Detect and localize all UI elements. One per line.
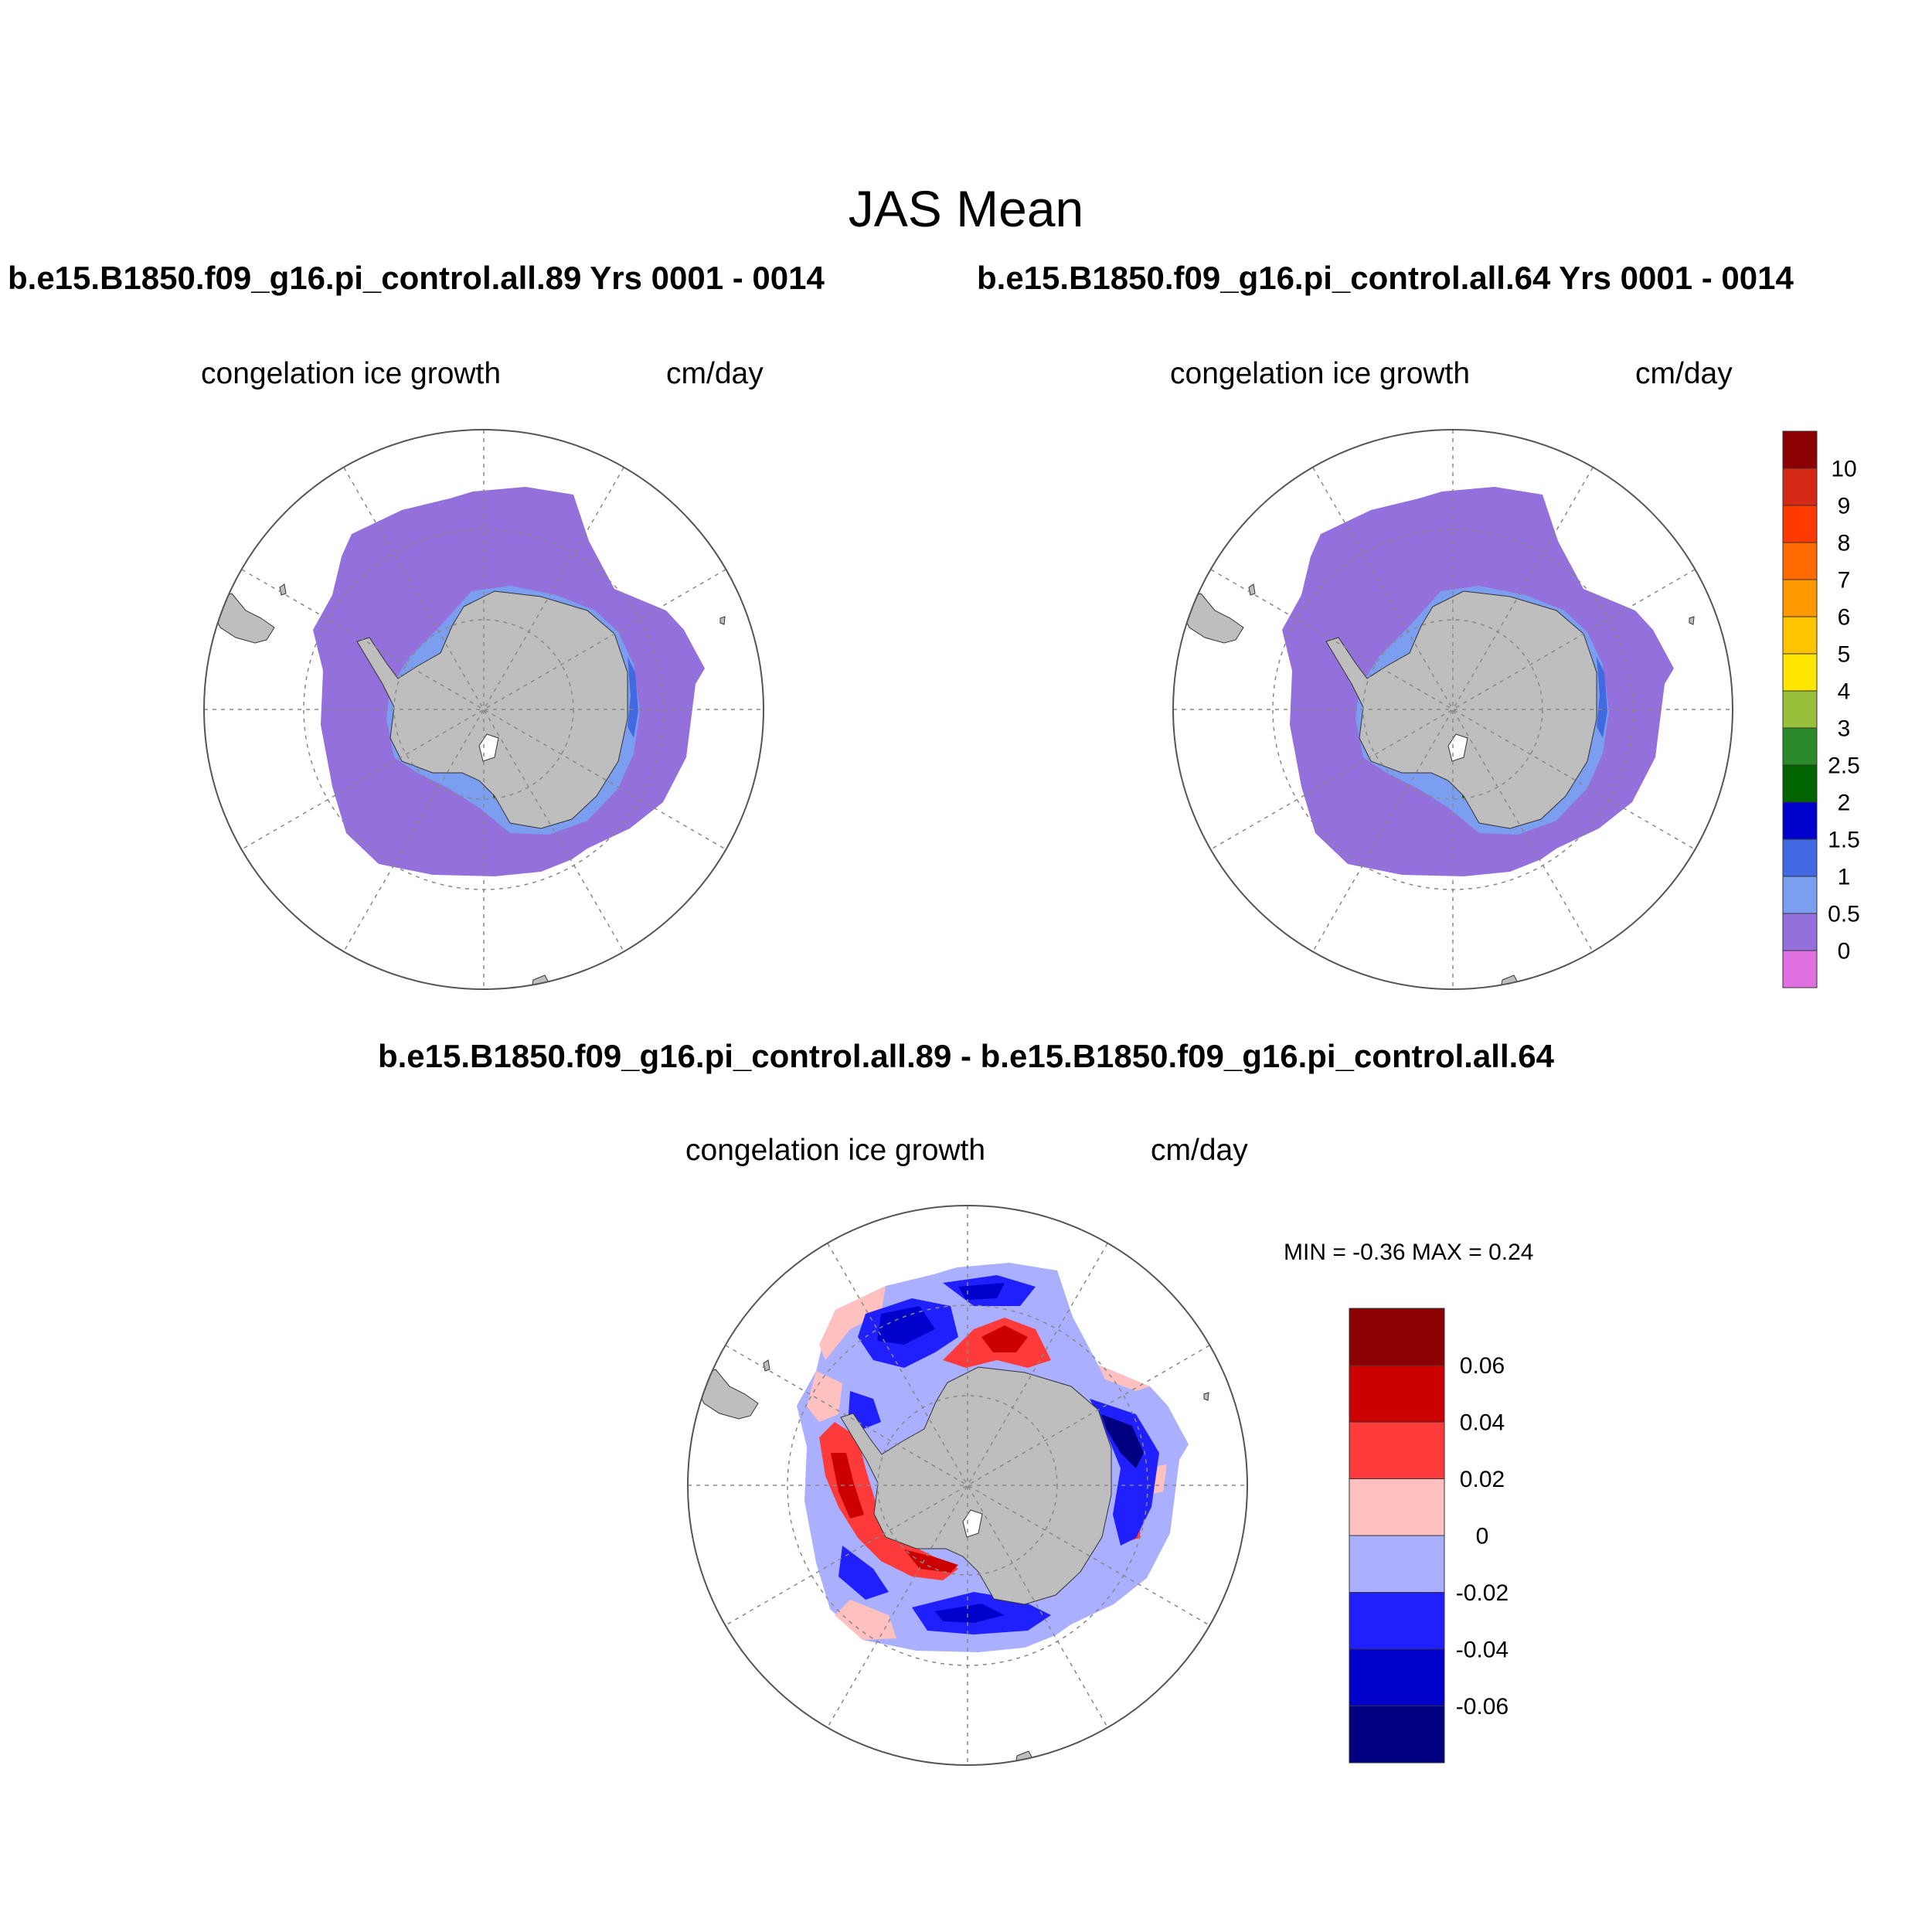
- diff-colorbar-swatch: [1349, 1365, 1445, 1423]
- diff-colorbar-label: -0.06: [1456, 1694, 1509, 1719]
- panel-1-map: [203, 429, 764, 990]
- mean-colorbar-label: 2.5: [1828, 753, 1860, 779]
- panel-3-map-border: [687, 1205, 1248, 1766]
- mean-colorbar-swatch: [1782, 764, 1818, 803]
- mean-colorbar-label: 5: [1838, 642, 1851, 668]
- panel-1-coastal-dark: [628, 657, 638, 738]
- mean-colorbar-label: 3: [1838, 716, 1851, 742]
- mean-colorbar-swatch: [1782, 579, 1818, 617]
- diff-colorbar-swatch: [1349, 1706, 1445, 1764]
- panel-1-antarctica: [356, 590, 628, 829]
- mean-colorbar-swatch: [1782, 913, 1818, 951]
- mean-colorbar-swatch: [1782, 542, 1818, 580]
- panel-2-case-title: b.e15.B1850.f09_g16.pi_control.all.64 Yr…: [977, 260, 1794, 296]
- panel-3-south-america: [696, 1369, 759, 1420]
- diff-colorbar-swatch: [1349, 1421, 1445, 1479]
- mean-colorbar-label: 4: [1838, 679, 1851, 705]
- mean-colorbar-label: 7: [1838, 568, 1851, 594]
- diff-colorbar-label: 0.04: [1460, 1410, 1505, 1436]
- mean-colorbar-swatch: [1782, 727, 1818, 766]
- panel-2-map: [1172, 429, 1733, 990]
- diff-colorbar-label: 0.06: [1460, 1353, 1505, 1379]
- panel-2-coastal-dark: [1597, 657, 1607, 738]
- diff-colorbar-label: -0.02: [1456, 1580, 1509, 1606]
- diff-colorbar: 0.06 0.04 0.02 0 -0.02 -0.04 -0.06: [1349, 1308, 1509, 1764]
- diff-min-max: MIN = -0.36 MAX = 0.24: [1284, 1240, 1534, 1265]
- panel-2-variable: congelation ice growth: [1170, 357, 1471, 390]
- panel-1-map-border: [203, 429, 764, 990]
- diff-colorbar-label: -0.04: [1456, 1638, 1509, 1663]
- mean-colorbar-swatch: [1782, 950, 1818, 988]
- panel-3-variable: congelation ice growth: [685, 1134, 986, 1167]
- mean-colorbar-label: 2: [1838, 791, 1851, 816]
- panel-1-south-america: [212, 593, 275, 644]
- diff-colorbar-swatch: [1349, 1478, 1445, 1536]
- mean-colorbar-label: 1.5: [1828, 828, 1860, 853]
- mean-colorbar-label: 9: [1838, 494, 1851, 519]
- panel-2-antarctica: [1325, 590, 1597, 829]
- panel-3-units: cm/day: [1151, 1134, 1248, 1167]
- mean-colorbar-swatch: [1782, 505, 1818, 543]
- mean-colorbar-swatch: [1782, 838, 1818, 877]
- mean-colorbar-swatch: [1782, 430, 1818, 469]
- mean-colorbar-label: 6: [1838, 605, 1851, 631]
- figure-title: JAS Mean: [848, 180, 1084, 237]
- mean-colorbar-swatch: [1782, 801, 1818, 840]
- panel-3-positive-anomaly: [819, 1422, 958, 1580]
- panel-1-units: cm/day: [666, 357, 764, 390]
- panel-3-antarctica: [840, 1366, 1112, 1605]
- mean-colorbar-label: 8: [1838, 531, 1851, 556]
- mean-colorbar: 10 9 8 7 6 5 4 3 2.5 2 1.5 1 0.5 0: [1782, 430, 1860, 988]
- panel-2-south-america: [1181, 593, 1244, 644]
- mean-colorbar-swatch: [1782, 876, 1818, 914]
- panel-1-case-title: b.e15.B1850.f09_g16.pi_control.all.89 Yr…: [8, 260, 825, 296]
- diff-colorbar-swatch: [1349, 1648, 1445, 1706]
- panel-2-map-border: [1172, 429, 1733, 990]
- mean-colorbar-label: 10: [1831, 457, 1856, 482]
- panel-3-case-title: b.e15.B1850.f09_g16.pi_control.all.89 - …: [377, 1038, 1555, 1074]
- diff-colorbar-label: 0: [1476, 1524, 1489, 1549]
- diff-colorbar-swatch: [1349, 1535, 1445, 1593]
- panel-1-variable: congelation ice growth: [201, 357, 502, 390]
- mean-colorbar-swatch: [1782, 468, 1818, 506]
- mean-colorbar-swatch: [1782, 653, 1818, 692]
- mean-colorbar-label: 1: [1838, 865, 1851, 890]
- diff-colorbar-swatch: [1349, 1592, 1445, 1650]
- mean-colorbar-label: 0.5: [1828, 902, 1860, 927]
- diff-colorbar-label: 0.02: [1460, 1467, 1505, 1492]
- mean-colorbar-swatch: [1782, 690, 1818, 729]
- panel-3-map: [687, 1205, 1248, 1766]
- panel-2-units: cm/day: [1635, 357, 1733, 390]
- diff-colorbar-swatch: [1349, 1308, 1445, 1366]
- mean-colorbar-swatch: [1782, 616, 1818, 655]
- mean-colorbar-label: 0: [1838, 939, 1851, 964]
